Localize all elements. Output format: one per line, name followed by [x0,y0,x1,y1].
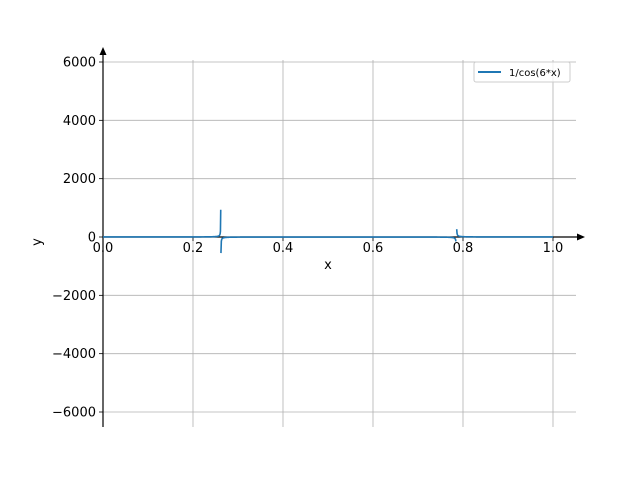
y-tick-label: 0 [88,231,96,246]
grid-lines [103,60,576,427]
x-tick-label: 0.0 [93,241,114,256]
y-tick-label: 6000 [63,56,96,71]
y-tick-label: 4000 [63,114,96,129]
x-axis-label: x [324,258,332,273]
x-tick-label: 0.8 [453,241,474,256]
legend-box [473,61,571,83]
x-tick-label: 0.2 [183,241,204,256]
legend-entry: 1/cos(6*x) [509,68,561,79]
y-tick-label: −4000 [52,347,96,362]
y-axis-label: y [30,238,45,246]
y-axis-arrow [99,47,107,55]
x-tick-label: 0.4 [273,241,294,256]
y-tick-label: −2000 [52,289,96,304]
y-tick-label: −6000 [52,406,96,421]
x-tick-label: 1.0 [543,241,564,256]
x-tick-label: 0.6 [363,241,384,256]
x-axis-arrow [577,233,585,241]
series-lines [103,209,553,254]
y-tick-label: 2000 [63,172,96,187]
series-line-segment [220,236,457,254]
series-line-segment [103,209,222,238]
tick-labels: 0.0 0.2 0.4 0.6 0.8 1.0 −6000 −4000 −2000 0 2000 40… [52,56,563,421]
series-line-segment [455,229,553,238]
legend: 1/cos(6*x) [473,61,571,83]
